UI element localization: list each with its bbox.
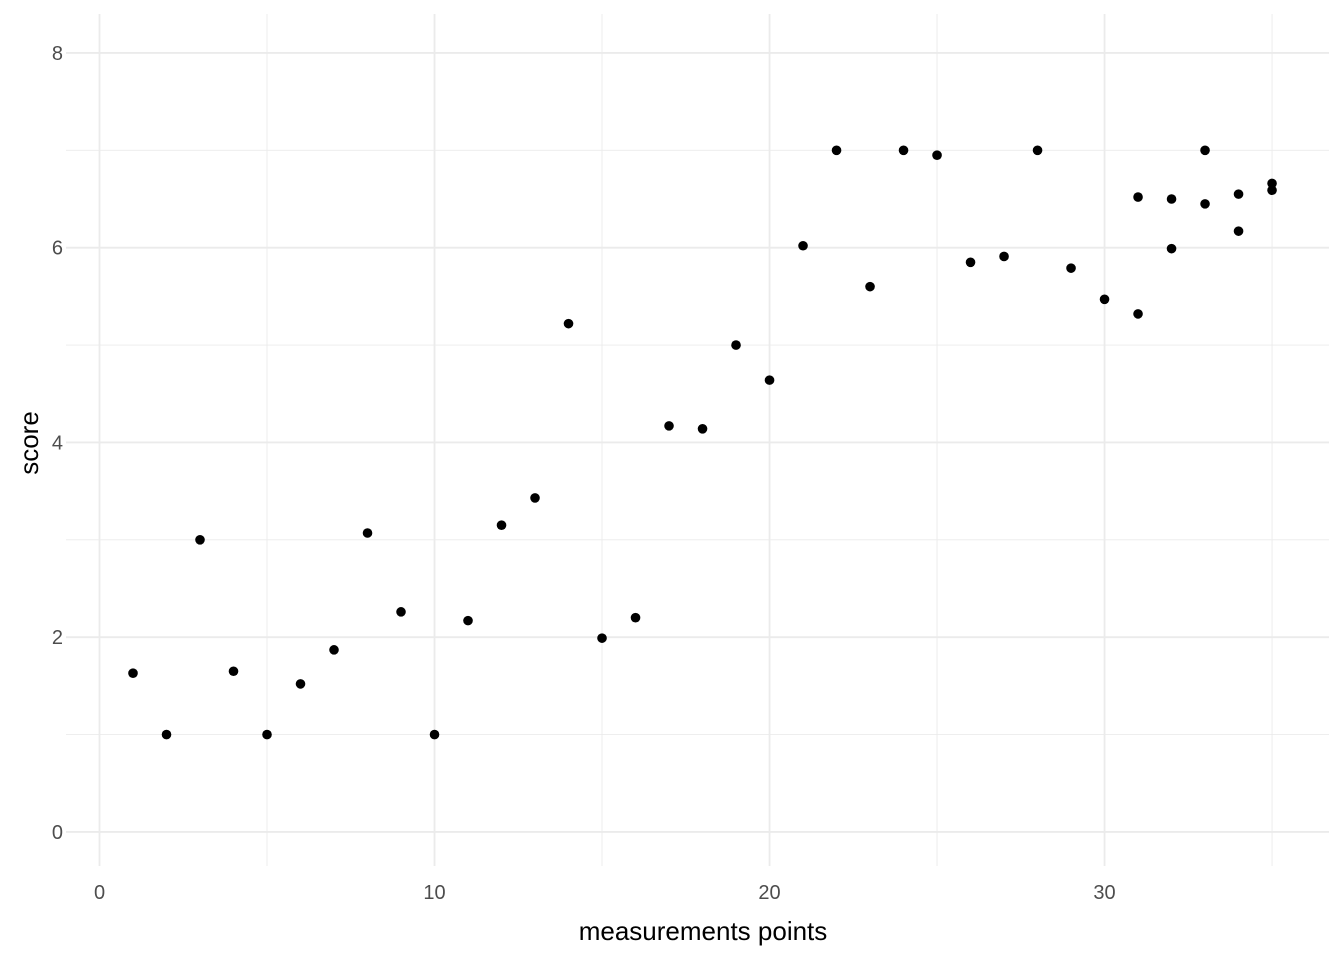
x-tick-label: 0 [94,882,105,904]
y-axis-title: score [14,411,44,475]
minor-gridlines [66,14,1329,866]
data-point [463,615,473,626]
data-point [597,633,607,643]
data-point [1267,178,1277,189]
data-point [128,668,138,679]
data-point [999,251,1009,262]
y-tick-label: 6 [52,238,63,260]
data-point [496,520,507,530]
data-point [262,729,272,740]
data-point [563,318,574,329]
data-point [764,375,775,385]
data-point [362,528,373,538]
y-axis-tick-labels: 0 2 4 6 8 [52,43,63,844]
data-point [295,679,306,689]
data-point [429,729,440,740]
data-point [1166,243,1177,254]
y-tick-label: 8 [52,43,63,65]
data-point [1032,145,1043,156]
y-tick-label: 0 [52,822,63,844]
y-tick-label: 2 [52,627,63,649]
x-tick-label: 30 [1093,882,1115,904]
data-point [865,281,875,292]
data-point [1166,194,1177,204]
data-point [1099,294,1110,305]
data-point [697,424,708,434]
data-point [898,145,909,156]
data-point [965,257,976,268]
data-point [1233,226,1244,236]
data-point [630,612,641,623]
data-point [731,340,741,350]
data-point [664,421,674,431]
data-point [1267,185,1277,196]
data-point [1200,145,1210,156]
data-point [530,493,540,503]
data-points [128,145,1277,740]
data-point [932,150,942,160]
data-point [228,666,239,677]
data-point [1066,263,1076,273]
data-point [1200,199,1210,209]
y-tick-label: 4 [52,432,63,454]
data-point [161,729,172,740]
data-point [831,145,842,156]
data-point [396,607,406,617]
x-tick-label: 10 [423,882,445,904]
data-point [798,240,808,251]
x-axis-tick-labels: 0 10 20 30 [94,882,1116,904]
major-gridlines [66,14,1329,866]
data-point [1133,309,1143,319]
x-axis-title: measurements points [579,916,828,946]
data-point [195,535,205,545]
x-tick-label: 20 [758,882,780,904]
data-point [329,645,339,655]
data-point [1233,189,1244,199]
data-point [1133,192,1143,202]
